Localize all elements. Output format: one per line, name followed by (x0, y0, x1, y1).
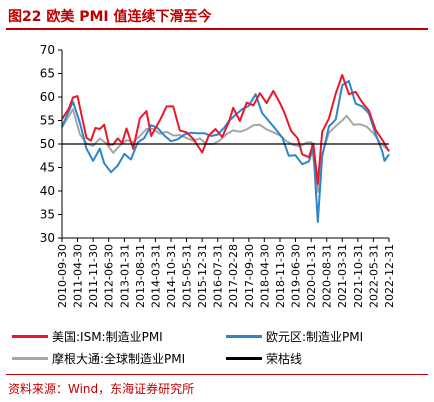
x-tick-label: 2014-10-31 (165, 244, 178, 308)
x-tick-label: 2015-05-31 (181, 244, 194, 308)
y-tick-label: 45 (40, 161, 55, 175)
figure-title: 图22 欧美 PMI 值连续下滑至今 (8, 9, 212, 25)
y-tick-label: 60 (40, 90, 55, 104)
x-tick-label: 2021-10-31 (352, 244, 365, 308)
source-divider (6, 374, 428, 375)
y-tick-label: 30 (40, 231, 55, 245)
legend-item-jpm-global: 摩根大通:全球制造业PMI (12, 350, 185, 367)
legend-item-threshold: 荣枯线 (226, 350, 302, 367)
legend-label-jpm-global: 摩根大通:全球制造业PMI (52, 352, 186, 366)
legend-label-eurozone: 欧元区:制造业PMI (266, 330, 364, 344)
x-tick-label: 2015-12-31 (196, 244, 209, 308)
x-tick-label: 2018-11-30 (274, 244, 287, 308)
x-tick-label: 2017-09-30 (243, 244, 256, 308)
y-tick-label: 40 (40, 184, 55, 198)
y-tick-label: 50 (40, 137, 55, 151)
legend-item-us-ism: 美国:ISM:制造业PMI (12, 328, 163, 345)
title-divider (6, 28, 428, 30)
series-line-jpm-global (61, 108, 390, 193)
series-line-eurozone (61, 80, 390, 223)
y-tick-label: 65 (40, 67, 55, 81)
x-tick-label: 2010-09-30 (56, 244, 69, 308)
x-tick-label: 2011-11-30 (87, 244, 100, 308)
x-tick-label: 2017-02-28 (227, 244, 240, 308)
legend-label-us-ism: 美国:ISM:制造业PMI (52, 330, 163, 344)
x-tick-label: 2018-04-30 (258, 244, 271, 308)
y-tick-label: 70 (40, 43, 55, 57)
legend-swatch-threshold (226, 357, 262, 360)
legend-swatch-eurozone (226, 335, 262, 338)
x-tick-label: 2012-06-30 (103, 244, 116, 308)
legend-swatch-jpm-global (12, 357, 48, 360)
legend-label-threshold: 荣枯线 (266, 352, 303, 366)
chart-legend: 美国:ISM:制造业PMI 欧元区:制造业PMI 摩根大通:全球制造业PMI 荣… (0, 322, 434, 370)
x-tick-label: 2013-01-31 (118, 244, 131, 308)
source-note: 资料来源：Wind，东海证券研究所 (8, 382, 195, 396)
x-tick-label: 2020-01-31 (305, 244, 318, 308)
legend-item-eurozone: 欧元区:制造业PMI (226, 328, 363, 345)
series-layer (61, 73, 390, 223)
series-line-us-ism (61, 73, 390, 185)
legend-swatch-us-ism (12, 335, 48, 338)
x-tick-label: 2011-04-30 (71, 244, 84, 308)
y-tick-label: 55 (40, 114, 55, 128)
x-tick-label: 2014-03-31 (149, 244, 162, 308)
x-tick-label: 2021-03-31 (336, 244, 349, 308)
x-tick-label: 2022-05-31 (367, 244, 380, 308)
y-tick-label: 35 (40, 208, 55, 222)
x-tick-label: 2022-12-31 (383, 244, 396, 308)
x-tick-label: 2019-06-30 (289, 244, 302, 308)
x-tick-label: 2016-07-31 (212, 244, 225, 308)
x-tick-label: 2020-08-31 (321, 244, 334, 308)
x-tick-label: 2013-08-31 (134, 244, 147, 308)
